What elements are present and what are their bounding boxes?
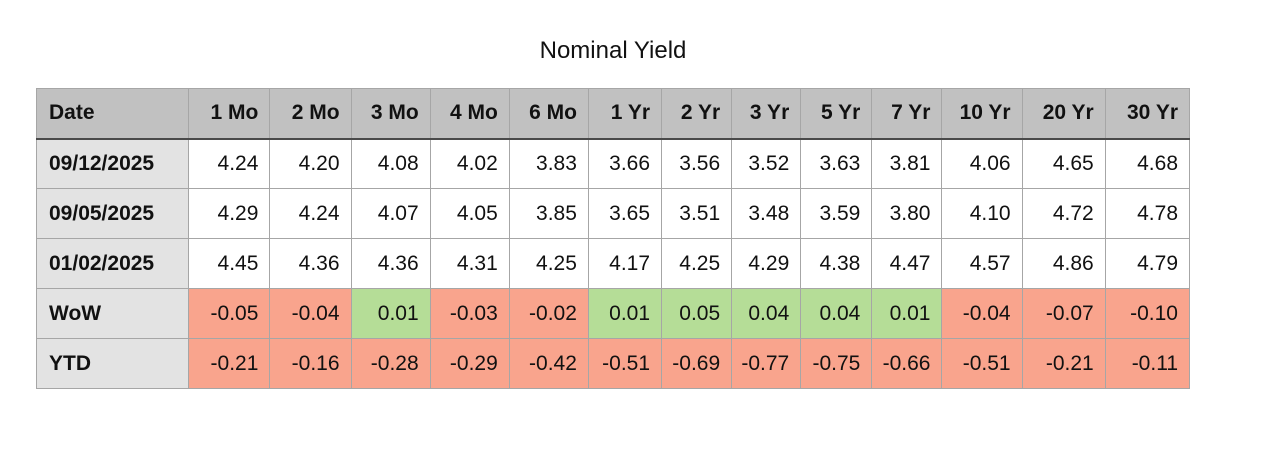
cell-value: 0.04 bbox=[800, 288, 873, 339]
cell-value: 3.83 bbox=[508, 138, 589, 189]
cell-value: 4.36 bbox=[269, 238, 352, 289]
row-label: YTD bbox=[35, 338, 190, 389]
col-header-3-mo: 3 Mo bbox=[350, 88, 431, 140]
cell-value: 4.25 bbox=[508, 238, 589, 289]
cell-value: 4.02 bbox=[429, 138, 510, 189]
col-header-1-yr: 1 Yr bbox=[587, 88, 663, 140]
cell-value: 3.81 bbox=[871, 138, 943, 189]
table-row-01-02-2025: 01/02/2025 4.45 4.36 4.36 4.31 4.25 4.17 4.25 4.… bbox=[35, 238, 1191, 289]
col-header-date: Date bbox=[35, 88, 190, 140]
cell-value: 3.51 bbox=[661, 188, 733, 239]
cell-value: -0.28 bbox=[350, 338, 431, 389]
page-container: Nominal Yield Date 1 Mo 2 Mo 3 Mo 4 Mo 6 Mo 1 … bbox=[35, 0, 1191, 389]
cell-value: -0.10 bbox=[1104, 288, 1191, 339]
col-header-2-mo: 2 Mo bbox=[269, 88, 352, 140]
cell-value: 4.08 bbox=[350, 138, 431, 189]
row-label: 09/05/2025 bbox=[35, 188, 190, 239]
cell-value: 3.63 bbox=[800, 138, 873, 189]
cell-value: -0.04 bbox=[269, 288, 352, 339]
table-row-09-12-2025: 09/12/2025 4.24 4.20 4.08 4.02 3.83 3.66 3.56 3.… bbox=[35, 138, 1191, 189]
col-header-20-yr: 20 Yr bbox=[1021, 88, 1106, 140]
cell-value: 0.05 bbox=[661, 288, 733, 339]
cell-value: 4.79 bbox=[1104, 238, 1191, 289]
cell-value: -0.51 bbox=[587, 338, 663, 389]
col-header-2-yr: 2 Yr bbox=[661, 88, 733, 140]
cell-value: 4.20 bbox=[269, 138, 352, 189]
cell-value: 4.68 bbox=[1104, 138, 1191, 189]
row-label: 09/12/2025 bbox=[35, 138, 190, 189]
table-title: Nominal Yield bbox=[539, 37, 687, 64]
cell-value: -0.05 bbox=[188, 288, 271, 339]
cell-value: 4.25 bbox=[661, 238, 733, 289]
table-body: 09/12/2025 4.24 4.20 4.08 4.02 3.83 3.66 3.56 3.… bbox=[35, 138, 1191, 389]
cell-value: -0.29 bbox=[429, 338, 510, 389]
cell-value: 4.72 bbox=[1021, 188, 1106, 239]
cell-value: 3.85 bbox=[508, 188, 589, 239]
col-header-6-mo: 6 Mo bbox=[508, 88, 589, 140]
cell-value: -0.42 bbox=[508, 338, 589, 389]
cell-value: -0.16 bbox=[269, 338, 352, 389]
cell-value: 4.36 bbox=[350, 238, 431, 289]
cell-value: 4.29 bbox=[731, 238, 802, 289]
nominal-yield-table: Date 1 Mo 2 Mo 3 Mo 4 Mo 6 Mo 1 Yr 2 Yr 3 Yr 5 Yr… bbox=[35, 88, 1191, 389]
col-header-7-yr: 7 Yr bbox=[871, 88, 943, 140]
cell-value: 0.01 bbox=[350, 288, 431, 339]
cell-value: 4.24 bbox=[188, 138, 271, 189]
cell-value: 3.56 bbox=[661, 138, 733, 189]
cell-value: 4.24 bbox=[269, 188, 352, 239]
cell-value: 4.17 bbox=[587, 238, 663, 289]
cell-value: 3.65 bbox=[587, 188, 663, 239]
cell-value: 4.57 bbox=[941, 238, 1023, 289]
cell-value: 3.52 bbox=[731, 138, 802, 189]
col-header-5-yr: 5 Yr bbox=[800, 88, 873, 140]
header-row: Date 1 Mo 2 Mo 3 Mo 4 Mo 6 Mo 1 Yr 2 Yr 3 Yr 5 Yr… bbox=[35, 88, 1191, 140]
cell-value: -0.21 bbox=[1021, 338, 1106, 389]
cell-value: 4.10 bbox=[941, 188, 1023, 239]
cell-value: -0.02 bbox=[508, 288, 589, 339]
col-header-30-yr: 30 Yr bbox=[1104, 88, 1191, 140]
cell-value: -0.11 bbox=[1104, 338, 1191, 389]
cell-value: 4.07 bbox=[350, 188, 431, 239]
cell-value: 4.45 bbox=[188, 238, 271, 289]
cell-value: -0.69 bbox=[661, 338, 733, 389]
col-header-1-mo: 1 Mo bbox=[188, 88, 271, 140]
row-label: 01/02/2025 bbox=[35, 238, 190, 289]
col-header-3-yr: 3 Yr bbox=[731, 88, 802, 140]
cell-value: 0.01 bbox=[587, 288, 663, 339]
cell-value: 3.59 bbox=[800, 188, 873, 239]
cell-value: -0.04 bbox=[941, 288, 1023, 339]
cell-value: -0.75 bbox=[800, 338, 873, 389]
cell-value: -0.21 bbox=[188, 338, 271, 389]
cell-value: 4.65 bbox=[1021, 138, 1106, 189]
cell-value: 3.48 bbox=[731, 188, 802, 239]
cell-value: 4.29 bbox=[188, 188, 271, 239]
cell-value: 4.05 bbox=[429, 188, 510, 239]
col-header-10-yr: 10 Yr bbox=[941, 88, 1023, 140]
cell-value: 3.80 bbox=[871, 188, 943, 239]
table-row-09-05-2025: 09/05/2025 4.29 4.24 4.07 4.05 3.85 3.65 3.51 3.… bbox=[35, 188, 1191, 239]
cell-value: 4.86 bbox=[1021, 238, 1106, 289]
col-header-4-mo: 4 Mo bbox=[429, 88, 510, 140]
cell-value: -0.77 bbox=[731, 338, 802, 389]
cell-value: 0.01 bbox=[871, 288, 943, 339]
table-row-wow: WoW -0.05 -0.04 0.01 -0.03 -0.02 0.01 0.05 0.04 0… bbox=[35, 288, 1191, 339]
cell-value: 4.78 bbox=[1104, 188, 1191, 239]
cell-value: 4.38 bbox=[800, 238, 873, 289]
cell-value: -0.03 bbox=[429, 288, 510, 339]
cell-value: -0.51 bbox=[941, 338, 1023, 389]
cell-value: -0.07 bbox=[1021, 288, 1106, 339]
table-row-ytd: YTD -0.21 -0.16 -0.28 -0.29 -0.42 -0.51 -0.69 -0… bbox=[35, 338, 1191, 389]
cell-value: 4.31 bbox=[429, 238, 510, 289]
cell-value: 4.47 bbox=[871, 238, 943, 289]
row-label: WoW bbox=[35, 288, 190, 339]
cell-value: 3.66 bbox=[587, 138, 663, 189]
cell-value: 4.06 bbox=[941, 138, 1023, 189]
cell-value: 0.04 bbox=[731, 288, 802, 339]
cell-value: -0.66 bbox=[871, 338, 943, 389]
